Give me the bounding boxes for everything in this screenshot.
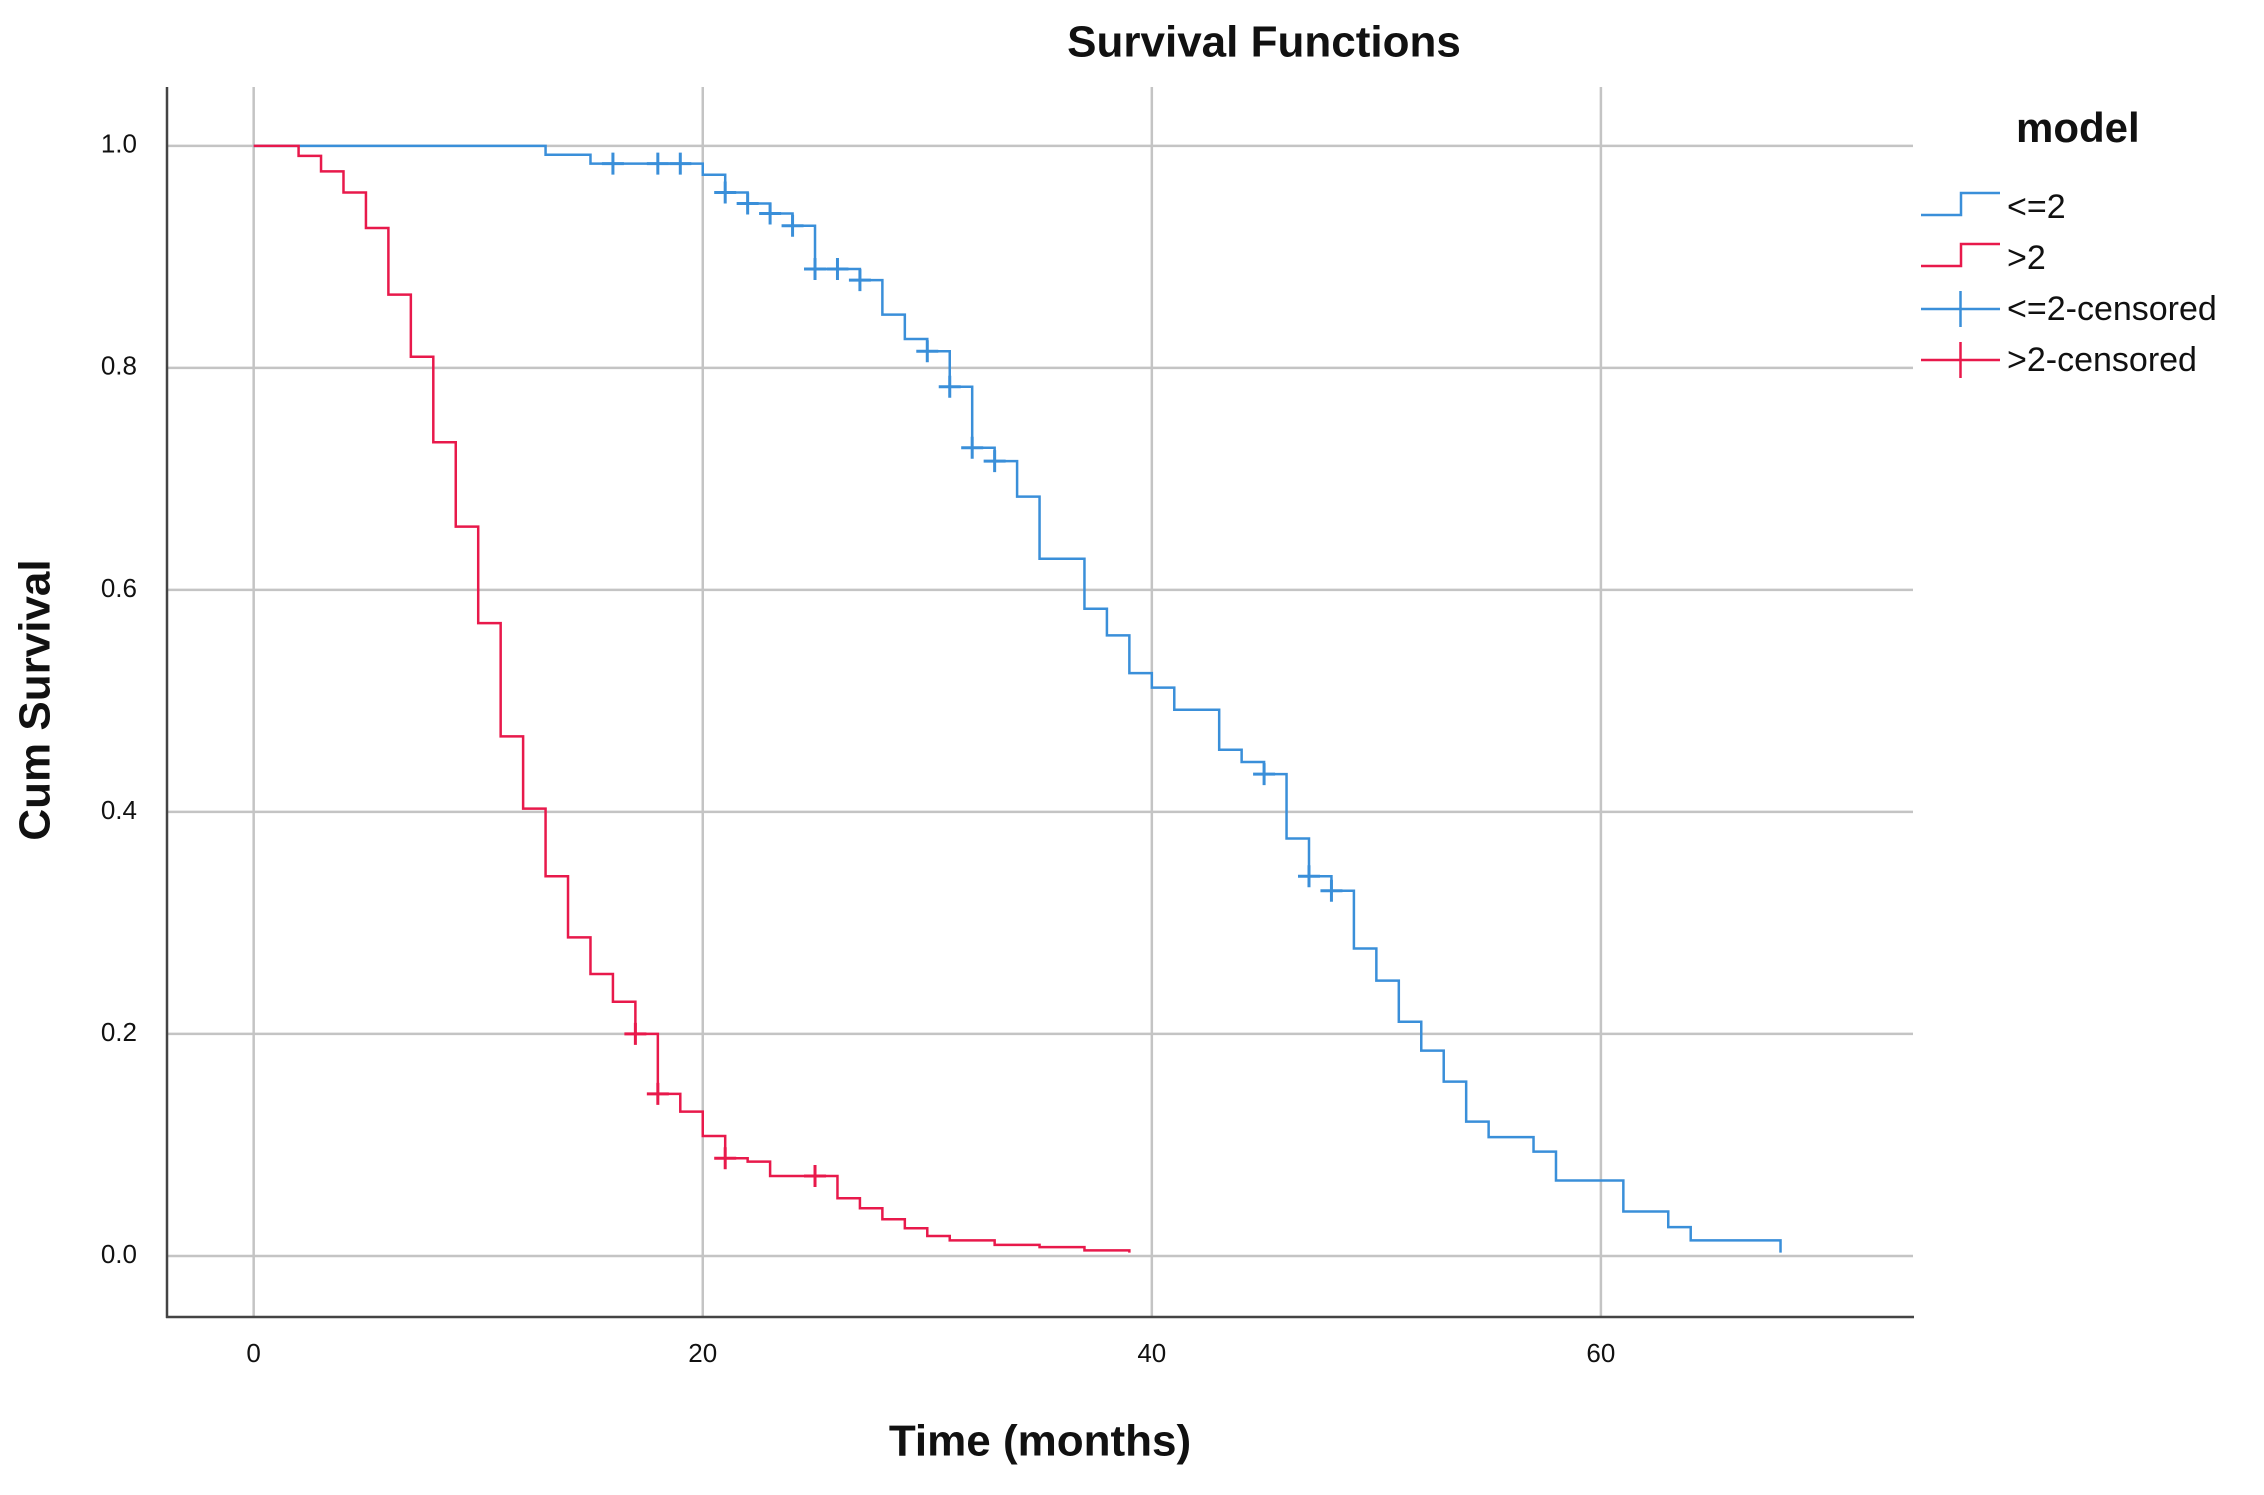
censored-mark [601,152,624,175]
legend-swatch [1921,191,2000,217]
censored-mark [804,1165,827,1188]
censored-mark [646,1082,669,1105]
censored-mark [669,152,692,175]
y-axis-title: Cum Survival [11,559,60,840]
legend-label: >2-censored [2007,341,2197,379]
y-tick-label: 0.8 [101,351,137,381]
legend-label: <=2 [2007,188,2066,226]
censored-mark [714,181,737,204]
censored-mark [848,269,871,292]
legend-title: model [2016,104,2140,151]
censored-mark [826,258,849,281]
legend-swatch [1921,291,2000,327]
censored-mark [781,214,804,237]
censored-mark [736,192,759,215]
chart-title: Survival Functions [1067,18,1461,67]
legend-swatch [1921,242,2000,268]
legend-label: >2 [2007,239,2046,277]
y-tick-label: 1.0 [101,129,137,159]
x-tick-label: 0 [246,1338,260,1368]
censored-mark [938,375,961,398]
censored-mark [624,1022,647,1045]
legend: <=2 >2 <=2-censored >2-censored [1921,188,2217,379]
censored-mark [916,340,939,363]
x-tick-label: 60 [1586,1338,1615,1368]
censored-mark [961,436,984,459]
censored-mark [1253,763,1276,786]
plot-area [253,144,1782,1253]
censored-mark [714,1147,737,1170]
x-tick-label: 40 [1137,1338,1166,1368]
censored-mark [1298,865,1320,888]
y-tick-label: 0.2 [101,1017,137,1047]
y-tick-label: 0.4 [101,795,137,825]
x-tick-label: 20 [688,1338,717,1368]
censored-mark [983,450,1006,473]
legend-swatch [1921,342,2000,378]
y-tick-label: 0.6 [101,573,137,603]
censored-mark [804,258,827,281]
x-axis-title: Time (months) [889,1417,1191,1466]
censored-mark [1320,879,1343,902]
censored-mark [646,152,669,175]
censored-mark [759,202,782,225]
legend-label: <=2-censored [2007,290,2217,328]
y-tick-label: 0.0 [101,1239,137,1269]
